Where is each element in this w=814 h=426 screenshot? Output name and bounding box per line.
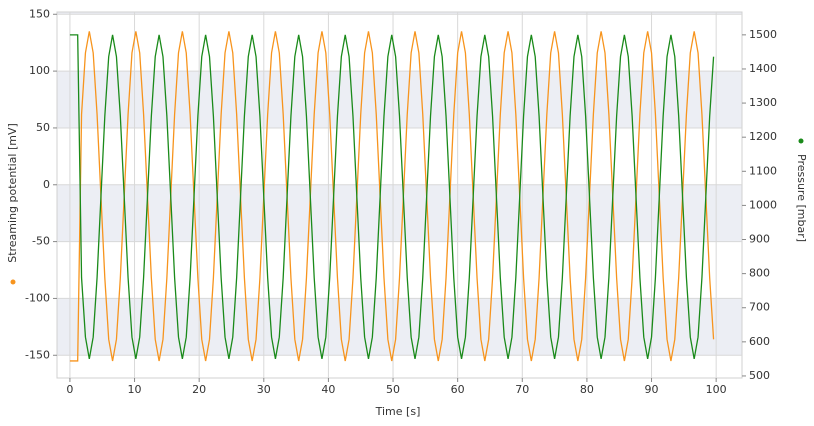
y-tick-label: 100 bbox=[29, 64, 50, 77]
y-tick-label: -50 bbox=[32, 235, 50, 248]
plot-band bbox=[57, 12, 742, 15]
y-tick-label: -100 bbox=[25, 291, 50, 304]
y-tick-label: 50 bbox=[36, 121, 50, 134]
x-tick-label: 70 bbox=[515, 383, 529, 396]
x-axis-label: Time [s] bbox=[375, 405, 421, 418]
x-tick-label: 10 bbox=[128, 383, 142, 396]
x-tick-label: 20 bbox=[192, 383, 206, 396]
plot-band bbox=[57, 355, 742, 378]
y2-tick-label: 600 bbox=[749, 335, 770, 348]
plot-band bbox=[57, 184, 742, 242]
y2-tick-label: 1000 bbox=[749, 198, 777, 211]
x-tick-label: 90 bbox=[645, 383, 659, 396]
x-tick-label: 80 bbox=[580, 383, 594, 396]
plot-band bbox=[57, 298, 742, 356]
x-tick-label: 0 bbox=[66, 383, 73, 396]
y2-tick-label: 1500 bbox=[749, 28, 777, 41]
y-tick-label: 0 bbox=[43, 178, 50, 191]
y-axis-label: Streaming potential [mV] bbox=[6, 123, 19, 263]
plot-band bbox=[57, 14, 742, 72]
y2-tick-label: 1100 bbox=[749, 164, 777, 177]
y2-tick-label: 900 bbox=[749, 233, 770, 246]
legend-dot bbox=[798, 138, 804, 144]
x-tick-label: 100 bbox=[706, 383, 727, 396]
y-tick-label: -150 bbox=[25, 348, 50, 361]
y2-tick-label: 1300 bbox=[749, 96, 777, 109]
x-tick-label: 60 bbox=[451, 383, 465, 396]
x-tick-label: 40 bbox=[321, 383, 335, 396]
x-tick-label: 30 bbox=[257, 383, 271, 396]
plot-frame bbox=[56, 11, 743, 379]
y2-axis-label: Pressure [mbar] bbox=[795, 154, 808, 242]
x-tick-label: 50 bbox=[386, 383, 400, 396]
y2-tick-label: 1200 bbox=[749, 130, 777, 143]
y2-tick-label: 500 bbox=[749, 369, 770, 382]
y2-tick-label: 1400 bbox=[749, 62, 777, 75]
series-line bbox=[69, 31, 715, 362]
y-tick-label: 150 bbox=[29, 7, 50, 20]
legend-dot bbox=[10, 279, 16, 285]
y2-tick-label: 800 bbox=[749, 267, 770, 280]
y2-tick-label: 700 bbox=[749, 301, 770, 314]
series-line bbox=[69, 34, 715, 360]
